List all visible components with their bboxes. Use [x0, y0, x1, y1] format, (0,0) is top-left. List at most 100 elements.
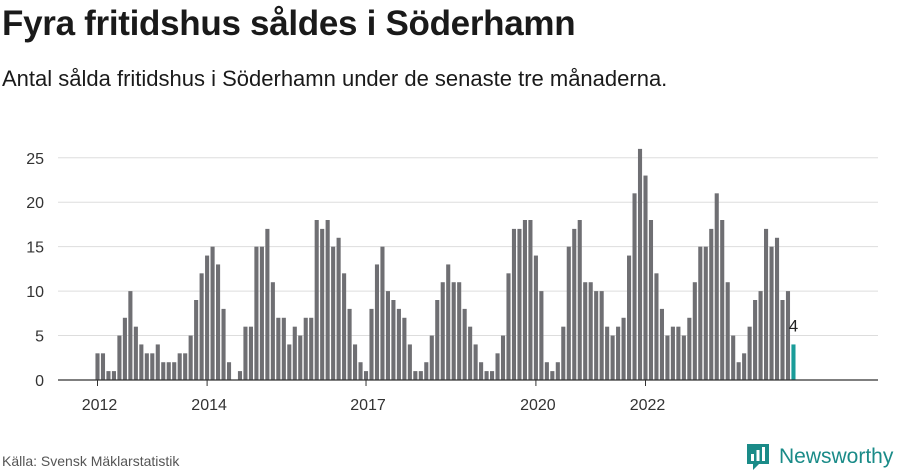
bar [418, 371, 423, 380]
bar [555, 362, 560, 380]
bar [139, 344, 144, 380]
y-tick-label: 25 [26, 151, 44, 168]
bar [747, 326, 752, 380]
bar [500, 335, 506, 380]
bar [226, 362, 232, 380]
page-title: Fyra fritidshus såldes i Söderhamn [2, 4, 576, 43]
bar [457, 282, 462, 380]
y-tick-label: 20 [26, 195, 44, 212]
brand-name: Newsworthy [779, 445, 894, 468]
bar-chart: 0 5 10 15 20 25 2012 2014 2017 2020 2022 4 [26, 148, 878, 414]
bar [106, 371, 111, 380]
bar [429, 335, 434, 380]
bar [785, 291, 791, 380]
bar [484, 371, 489, 380]
bar [331, 246, 336, 380]
bars [95, 148, 796, 380]
bar [780, 300, 785, 380]
bar [172, 362, 177, 380]
data-labels: 4 [789, 316, 798, 335]
bar [133, 326, 138, 380]
bar [188, 335, 193, 380]
newsworthy-logo-icon [747, 444, 769, 470]
bar [473, 344, 478, 380]
bar [205, 255, 210, 380]
bar [248, 326, 253, 380]
bar [396, 308, 401, 380]
bar [665, 335, 670, 380]
bar [221, 308, 226, 380]
bar [687, 317, 692, 380]
bar [616, 326, 621, 380]
page-subtitle: Antal sålda fritidshus i Söderhamn under… [2, 66, 668, 91]
bar [216, 264, 221, 380]
bar [276, 317, 281, 380]
bar [254, 246, 259, 380]
y-tick-label: 5 [35, 329, 44, 346]
bar [561, 326, 566, 380]
bar [692, 282, 697, 380]
bar [731, 335, 736, 380]
bar [676, 326, 681, 380]
bar [243, 326, 248, 380]
bar [380, 246, 385, 380]
bar [407, 344, 412, 380]
bar [698, 246, 703, 380]
bar [462, 308, 467, 380]
bar [314, 220, 319, 380]
bar [643, 175, 648, 380]
bar [703, 246, 708, 380]
bar [539, 291, 544, 380]
bar [281, 317, 286, 380]
bar [287, 344, 292, 380]
bar [468, 326, 473, 380]
bar [303, 317, 308, 380]
bar [670, 326, 675, 380]
bar [122, 317, 127, 380]
bar [194, 300, 199, 380]
bar [150, 353, 155, 380]
bar [511, 228, 517, 380]
y-tick-label: 15 [26, 240, 44, 257]
x-tick-label: 2020 [520, 397, 556, 414]
bar [309, 317, 314, 380]
bar [610, 335, 615, 380]
bar [183, 353, 188, 380]
bar [177, 353, 182, 380]
bar [440, 282, 445, 380]
bar [166, 362, 171, 380]
brand-logo[interactable]: Newsworthy [745, 442, 893, 472]
bar [161, 362, 166, 380]
bar [714, 193, 719, 380]
y-axis-ticks: 0 5 10 15 20 25 [26, 151, 44, 390]
bar [424, 362, 429, 380]
bar [769, 246, 774, 380]
bar [155, 344, 160, 380]
bar [572, 228, 577, 380]
bar [270, 282, 275, 380]
bar [550, 371, 555, 380]
bar [533, 255, 538, 380]
bar [265, 228, 270, 380]
bar [506, 273, 511, 380]
bar [479, 362, 484, 380]
bar [374, 264, 380, 380]
bar [621, 317, 626, 380]
bar [594, 291, 599, 380]
bar [342, 273, 347, 380]
bar [259, 246, 264, 380]
bar [588, 282, 593, 380]
bar [495, 353, 500, 380]
bar [528, 220, 533, 380]
bar [566, 246, 571, 380]
bar [292, 326, 297, 380]
bar [709, 228, 714, 380]
x-tick-label: 2014 [191, 397, 227, 414]
bar [237, 371, 243, 380]
bar [736, 362, 741, 380]
bar [648, 220, 654, 380]
bar [402, 317, 407, 380]
bar [446, 264, 451, 380]
bar [353, 344, 358, 380]
bar [144, 353, 149, 380]
